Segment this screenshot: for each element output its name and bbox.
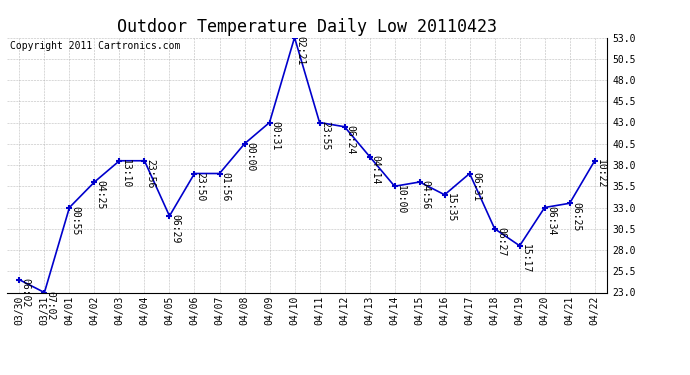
Text: 23:50: 23:50	[196, 172, 206, 201]
Text: 06:02: 06:02	[21, 278, 30, 308]
Text: 06:31: 06:31	[471, 172, 481, 201]
Text: 10:22: 10:22	[596, 159, 606, 188]
Text: Copyright 2011 Cartronics.com: Copyright 2011 Cartronics.com	[10, 41, 180, 51]
Text: 23:55: 23:55	[321, 121, 331, 150]
Text: 00:55: 00:55	[70, 206, 81, 235]
Text: 06:34: 06:34	[546, 206, 556, 235]
Text: 04:25: 04:25	[96, 180, 106, 210]
Text: 04:56: 04:56	[421, 180, 431, 210]
Text: 02:21: 02:21	[296, 36, 306, 65]
Text: 13:10: 13:10	[121, 159, 130, 188]
Text: 15:17: 15:17	[521, 244, 531, 273]
Text: 15:35: 15:35	[446, 193, 456, 222]
Text: 00:00: 00:00	[246, 142, 256, 171]
Title: Outdoor Temperature Daily Low 20110423: Outdoor Temperature Daily Low 20110423	[117, 18, 497, 36]
Text: 06:25: 06:25	[571, 201, 581, 231]
Text: 01:56: 01:56	[221, 172, 230, 201]
Text: 07:02: 07:02	[46, 291, 56, 320]
Text: 23:56: 23:56	[146, 159, 156, 188]
Text: 00:31: 00:31	[270, 121, 281, 150]
Text: 06:24: 06:24	[346, 125, 356, 154]
Text: 06:27: 06:27	[496, 227, 506, 256]
Text: 10:00: 10:00	[396, 184, 406, 214]
Text: 06:29: 06:29	[170, 214, 181, 244]
Text: 04:14: 04:14	[371, 155, 381, 184]
